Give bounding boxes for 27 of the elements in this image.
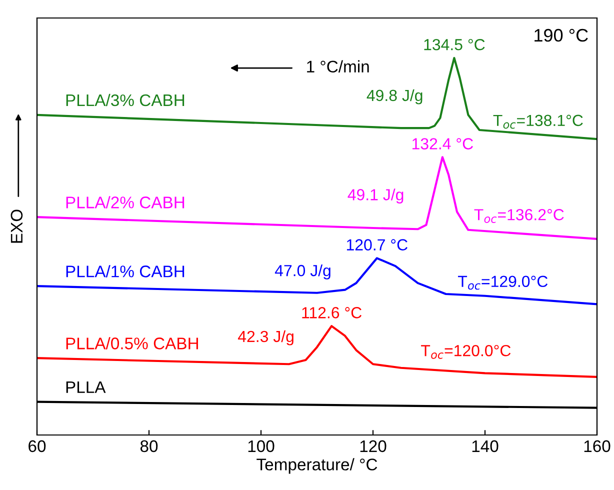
annotation: 132.4 °C (412, 138, 473, 150)
series-label: PLLA (66, 381, 106, 393)
annotation: T$_{oc}$=136.2°C (474, 209, 564, 223)
x-tick-label: 60 (28, 440, 46, 452)
text: 190 °C (534, 28, 588, 42)
annotation: 47.0 J/g (274, 264, 330, 280)
y-axis-title: EXO (10, 210, 23, 243)
series-label: PLLA/3% CABH (66, 94, 184, 106)
x-tick-label: 140 (472, 440, 498, 452)
annotation: 1 °C/min (307, 60, 369, 73)
x-tick-label: 160 (584, 440, 610, 452)
annotation: T$_{oc}$=120.0°C (421, 344, 511, 359)
annotation: 49.1 J/g (348, 188, 404, 204)
x-tick-label: 100 (248, 440, 274, 452)
series-label: PLLA/2% CABH (66, 196, 184, 208)
x-tick-label: 120 (360, 440, 386, 452)
annotation: 49.8 J/g (366, 89, 422, 104)
annotation: T$_{oc}$=129.0°C (458, 276, 548, 290)
series-label: PLLA/0.5% CABH (66, 337, 198, 350)
annotation: 120.7 °C (346, 239, 408, 250)
x-tick-label: 80 (140, 440, 158, 452)
x-axis-title: Temperature/ °C (256, 458, 378, 474)
annotation: T$_{oc}$=138.1°C (493, 114, 583, 129)
annotation: 112.6 °C (302, 307, 362, 318)
annotation: 42.3 J/g (238, 330, 294, 346)
series-label: PLLA/1% CABH (66, 265, 184, 278)
annotation: 134.5 °C (424, 38, 485, 50)
